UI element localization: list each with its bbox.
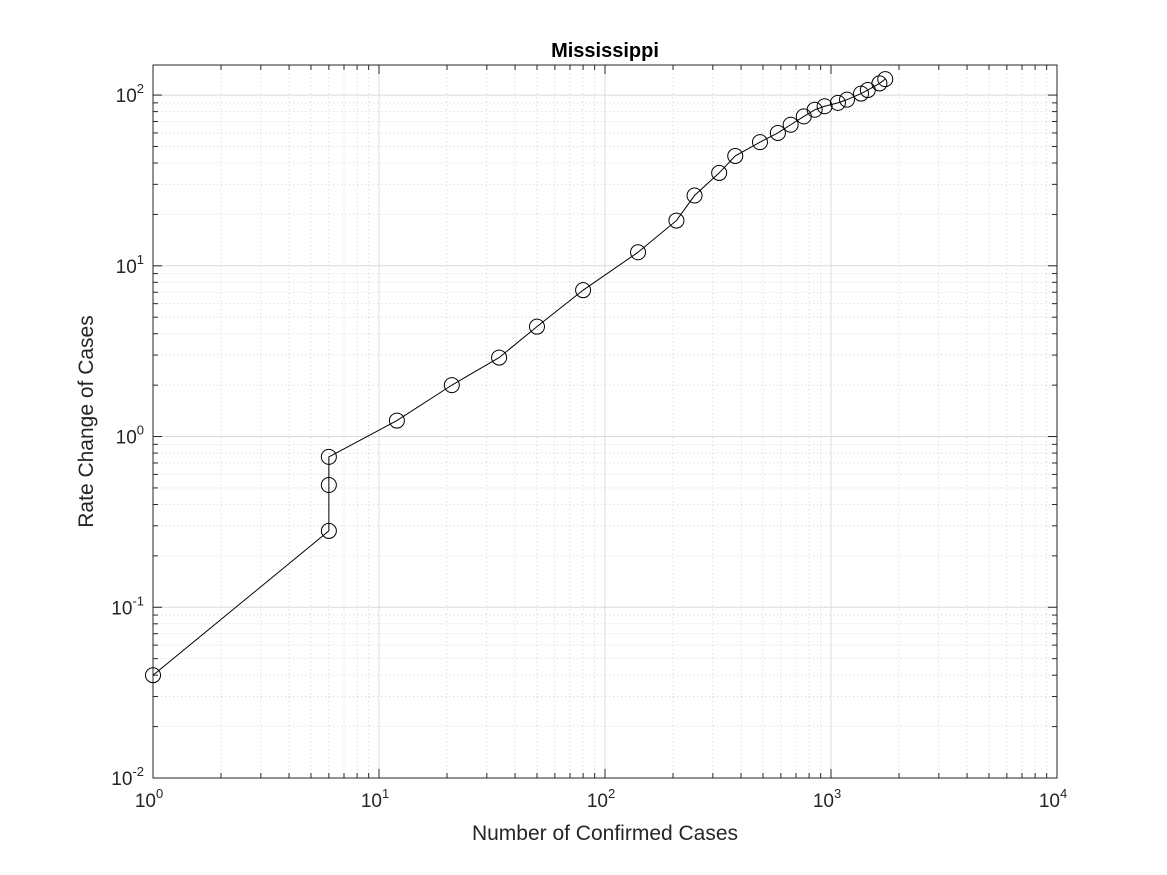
data-point xyxy=(782,116,799,133)
tick-label-layer: 100 101 102 103 104 10-2 10-1 100 101 102 xyxy=(111,81,1067,812)
data-point xyxy=(686,187,703,204)
x-tick-label: 104 xyxy=(1039,786,1067,812)
data-point xyxy=(575,282,592,299)
data-point xyxy=(829,94,846,111)
tick-mark-layer xyxy=(152,65,1058,779)
y-axis-title: Rate Change of Cases xyxy=(75,315,98,527)
series-layer xyxy=(145,71,894,684)
data-point xyxy=(751,134,768,151)
data-point xyxy=(491,349,508,366)
data-point xyxy=(806,101,823,118)
y-tick-label: 100 xyxy=(116,423,144,449)
data-point xyxy=(871,75,888,92)
chart-title: Mississippi xyxy=(551,40,659,62)
data-point xyxy=(668,212,685,229)
x-tick-label: 102 xyxy=(587,786,615,812)
series-line xyxy=(152,78,886,676)
data-point xyxy=(727,147,744,164)
data-point xyxy=(145,667,161,684)
data-point xyxy=(528,318,545,335)
data-point xyxy=(838,91,855,108)
x-tick-label: 100 xyxy=(135,786,163,812)
x-axis-title: Number of Confirmed Cases xyxy=(472,822,738,845)
data-point xyxy=(320,477,337,494)
y-tick-label: 101 xyxy=(116,252,144,278)
y-tick-label: 102 xyxy=(116,81,144,107)
x-tick-label: 103 xyxy=(813,786,841,812)
y-tick-label: 10-2 xyxy=(111,764,144,790)
data-point xyxy=(443,377,460,394)
y-tick-label: 10-1 xyxy=(111,593,144,619)
data-point xyxy=(711,164,728,181)
data-point xyxy=(630,244,647,261)
grid-layer xyxy=(152,65,1057,779)
data-point xyxy=(320,448,337,465)
data-point xyxy=(320,522,337,539)
data-point xyxy=(769,124,786,141)
data-point xyxy=(816,98,833,115)
data-point xyxy=(388,412,405,429)
x-tick-label: 101 xyxy=(361,786,389,812)
data-point xyxy=(877,71,894,88)
